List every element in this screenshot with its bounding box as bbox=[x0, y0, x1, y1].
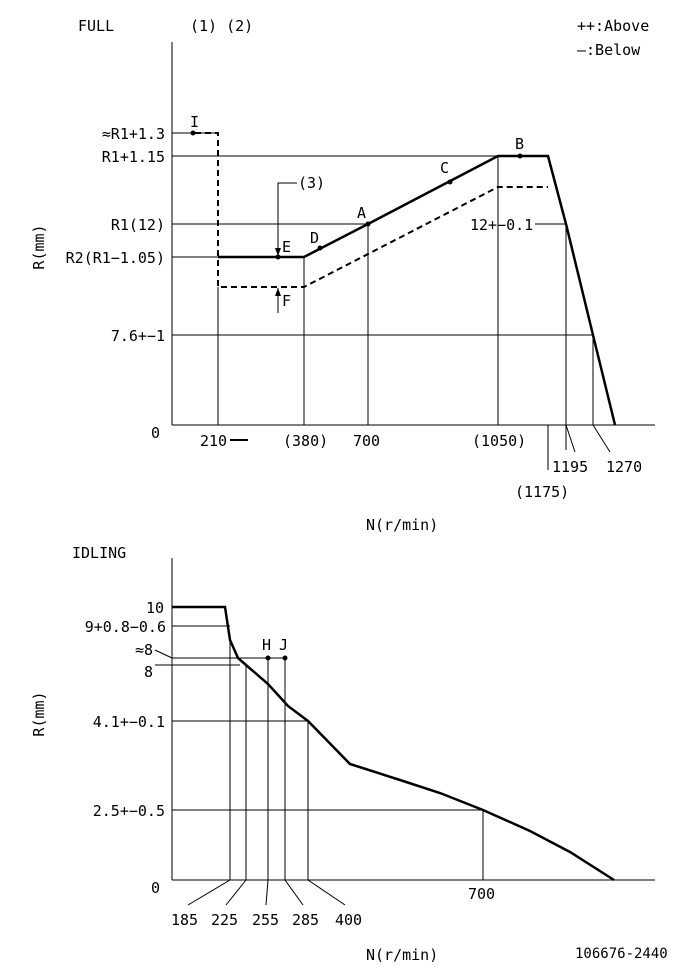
point-D bbox=[317, 245, 323, 251]
label-C: C bbox=[440, 159, 449, 177]
idling-lead-225 bbox=[225, 879, 247, 906]
full-above-curve bbox=[195, 132, 548, 288]
label-A: A bbox=[357, 204, 366, 222]
full-ytick-r1: R1(12) bbox=[111, 216, 165, 234]
idling-lead-255 bbox=[265, 879, 269, 906]
idling-ytick-approx8: ≈8 bbox=[135, 641, 153, 659]
point-H bbox=[265, 655, 271, 661]
idling-curve bbox=[172, 605, 615, 882]
full-xtick-700: 700 bbox=[353, 432, 380, 450]
idling-ytick-0: 0 bbox=[151, 879, 160, 897]
label-D: D bbox=[310, 229, 319, 247]
idling-xtick-400: 400 bbox=[335, 911, 362, 929]
idling-ytick-9: 9+0.8−0.6 bbox=[85, 618, 166, 636]
idling-xtick-225: 225 bbox=[211, 911, 238, 929]
full-right-label: 12+−0.1 bbox=[470, 216, 533, 234]
idling-xtick-285: 285 bbox=[292, 911, 319, 929]
full-ytick-r2: R2(R1−1.05) bbox=[66, 249, 165, 267]
full-chart-title: FULL bbox=[78, 17, 114, 35]
full-xtick-210: 210 bbox=[200, 432, 227, 450]
full-xtick-1195: 1195 bbox=[552, 458, 588, 476]
label-E: E bbox=[282, 238, 291, 256]
point-B bbox=[517, 153, 523, 159]
idling-lead-285 bbox=[284, 879, 304, 906]
label-I: I bbox=[190, 113, 199, 131]
arrow-up-icon bbox=[275, 288, 281, 296]
idling-chart-title: IDLING bbox=[72, 544, 126, 562]
label-B: B bbox=[515, 135, 524, 153]
full-xtick-1050: (1050) bbox=[472, 432, 526, 450]
full-xlabel: N(r/min) bbox=[366, 516, 438, 534]
full-ytick-r1-1-3: ≈R1+1.3 bbox=[102, 125, 165, 143]
idling-ytick-8: 8 bbox=[144, 663, 153, 681]
label-J: J bbox=[279, 636, 288, 654]
idling-xtick-700: 700 bbox=[468, 885, 495, 903]
label-H: H bbox=[262, 636, 271, 654]
idling-lead-approx8 bbox=[154, 649, 173, 659]
full-header-notes: (1) (2) bbox=[190, 17, 253, 35]
full-ytick-7-6: 7.6+−1 bbox=[111, 327, 165, 345]
point-I bbox=[190, 130, 196, 136]
full-xtick-1270: 1270 bbox=[606, 458, 642, 476]
idling-lead-400 bbox=[307, 879, 346, 906]
arrow-down-icon bbox=[275, 248, 281, 256]
point-J bbox=[282, 655, 288, 661]
idling-ytick-4-1: 4.1+−0.1 bbox=[93, 713, 165, 731]
drawing-code: 106676-2440 bbox=[575, 946, 668, 962]
point-C bbox=[447, 179, 453, 185]
full-ytick-0: 0 bbox=[151, 424, 160, 442]
legend-above: ++:Above bbox=[577, 17, 649, 35]
idling-ytick-10: 10 bbox=[146, 599, 164, 617]
idling-xtick-255: 255 bbox=[252, 911, 279, 929]
point-E bbox=[275, 254, 281, 260]
idling-lead-185 bbox=[187, 879, 231, 906]
note-3-leader bbox=[277, 182, 297, 252]
idling-ytick-2-5: 2.5+−0.5 bbox=[93, 802, 165, 820]
full-xtick-1175: (1175) bbox=[515, 483, 569, 501]
idling-chart: IDLING R(mm) 10 9+0.8−0.6 ≈8 8 4.1+−0.1 … bbox=[30, 544, 655, 964]
idling-ylabel: R(mm) bbox=[30, 691, 48, 736]
note-3: (3) bbox=[298, 174, 325, 192]
full-below-curve bbox=[218, 154, 617, 426]
full-chart: FULL (1) (2) ++:Above —:Below R(mm) ≈R1+… bbox=[30, 17, 655, 534]
idling-xlabel: N(r/min) bbox=[366, 946, 438, 964]
full-ylabel: R(mm) bbox=[30, 224, 48, 269]
full-ytick-r1-1-15: R1+1.15 bbox=[102, 148, 165, 166]
idling-xtick-185: 185 bbox=[171, 911, 198, 929]
legend-below: —:Below bbox=[577, 41, 641, 59]
full-xtick-380: (380) bbox=[283, 432, 328, 450]
full-lead-1270 bbox=[592, 424, 611, 453]
point-A bbox=[365, 221, 371, 227]
full-lead-1195 bbox=[565, 424, 576, 453]
label-F: F bbox=[282, 292, 291, 310]
